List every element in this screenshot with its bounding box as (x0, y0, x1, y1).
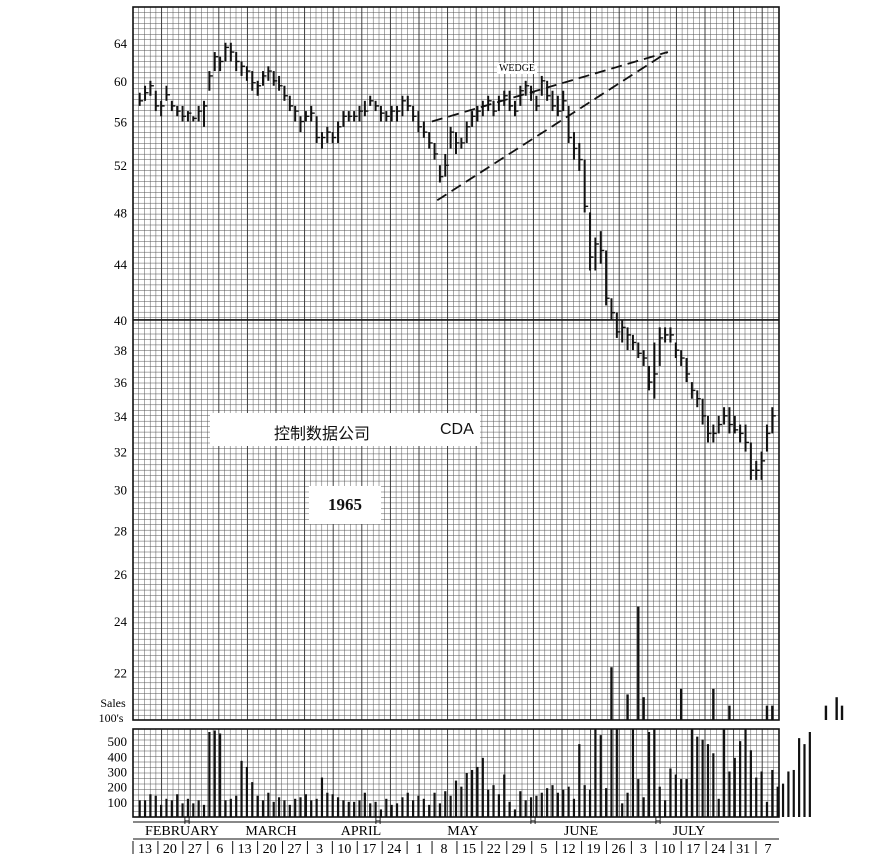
price-tick-label: 44 (114, 257, 128, 272)
week-label: 24 (387, 842, 401, 857)
month-label: FEBRUARY (145, 824, 219, 839)
price-tick-label: 28 (114, 523, 127, 538)
week-label: 12 (562, 842, 576, 857)
week-label: 5 (540, 842, 547, 857)
week-label: 13 (238, 842, 252, 857)
price-tick-label: 64 (114, 36, 128, 51)
volume-tick-label: 100 (108, 795, 128, 810)
holiday-mark: H (375, 816, 382, 826)
week-label: 6 (216, 842, 223, 857)
holiday-mark: H (655, 816, 662, 826)
price-frame (132, 6, 780, 721)
ticker-symbol: CDA (440, 421, 474, 438)
title-box: 控制数据公司 CDA (210, 413, 480, 446)
year-label: 1965 (328, 495, 362, 514)
price-tick-label: 36 (114, 375, 128, 390)
week-label: 3 (640, 842, 647, 857)
sales-label: Sales (100, 696, 126, 710)
week-label: 24 (711, 842, 725, 857)
week-label: 8 (441, 842, 448, 857)
holiday-mark: H (184, 816, 191, 826)
grid-major-columns (132, 7, 763, 817)
month-label: MARCH (245, 824, 296, 839)
volume-bars (138, 606, 844, 817)
price-tick-label: 40 (114, 313, 127, 328)
grid (132, 6, 780, 818)
price-tick-label: 56 (114, 115, 128, 130)
volume-tick-label: 300 (108, 764, 128, 779)
volume-tick-label: 400 (108, 749, 128, 764)
week-label: 19 (587, 842, 601, 857)
week-label: 27 (288, 842, 302, 857)
price-tick-label: 34 (114, 409, 128, 424)
week-label: 10 (661, 842, 675, 857)
volume-tick-label: 200 (108, 780, 128, 795)
month-label: APRIL (341, 824, 381, 839)
grid-columns (132, 7, 774, 817)
price-bars (138, 42, 776, 480)
week-label: 20 (263, 842, 277, 857)
price-tick-label: 32 (114, 445, 127, 460)
week-label: 10 (337, 842, 351, 857)
sales-label-backing (95, 694, 132, 724)
price-tick-label: 38 (114, 343, 127, 358)
week-label: 26 (611, 842, 625, 857)
month-label: MAY (447, 824, 478, 839)
week-label: 22 (487, 842, 501, 857)
price-tick-label: 60 (114, 74, 127, 89)
week-label: 29 (512, 842, 526, 857)
price-tick-label: 52 (114, 158, 127, 173)
month-label: JULY (673, 824, 706, 839)
week-label: 17 (362, 842, 376, 857)
week-label: 20 (163, 842, 177, 857)
week-label: 31 (736, 842, 750, 857)
axes: 2224262830323436384044485256606410020030… (108, 36, 779, 857)
volume-tick-label: 500 (108, 734, 128, 749)
week-label: 27 (188, 842, 202, 857)
year-box: 1965 (309, 486, 381, 524)
holiday-mark: H (530, 816, 537, 826)
price-tick-label: 22 (114, 666, 127, 681)
wedge-annotation: WEDGE (499, 63, 535, 74)
price-tick-label: 48 (114, 205, 127, 220)
wedge-line (431, 51, 669, 123)
sales-units-label: 100's (99, 711, 124, 725)
week-label: 15 (462, 842, 476, 857)
week-label: 3 (316, 842, 323, 857)
week-label: 17 (686, 842, 700, 857)
price-tick-label: 26 (114, 567, 128, 582)
week-label: 13 (138, 842, 152, 857)
price-tick-label: 30 (114, 483, 127, 498)
wedge-lines (431, 51, 669, 202)
week-label: 7 (765, 842, 772, 857)
wedge-line (436, 51, 669, 202)
wedge-label-backing (496, 63, 538, 74)
month-label: JUNE (564, 824, 598, 839)
week-label: 1 (416, 842, 423, 857)
company-name: 控制数据公司 (274, 424, 371, 443)
price-tick-label: 24 (114, 614, 128, 629)
